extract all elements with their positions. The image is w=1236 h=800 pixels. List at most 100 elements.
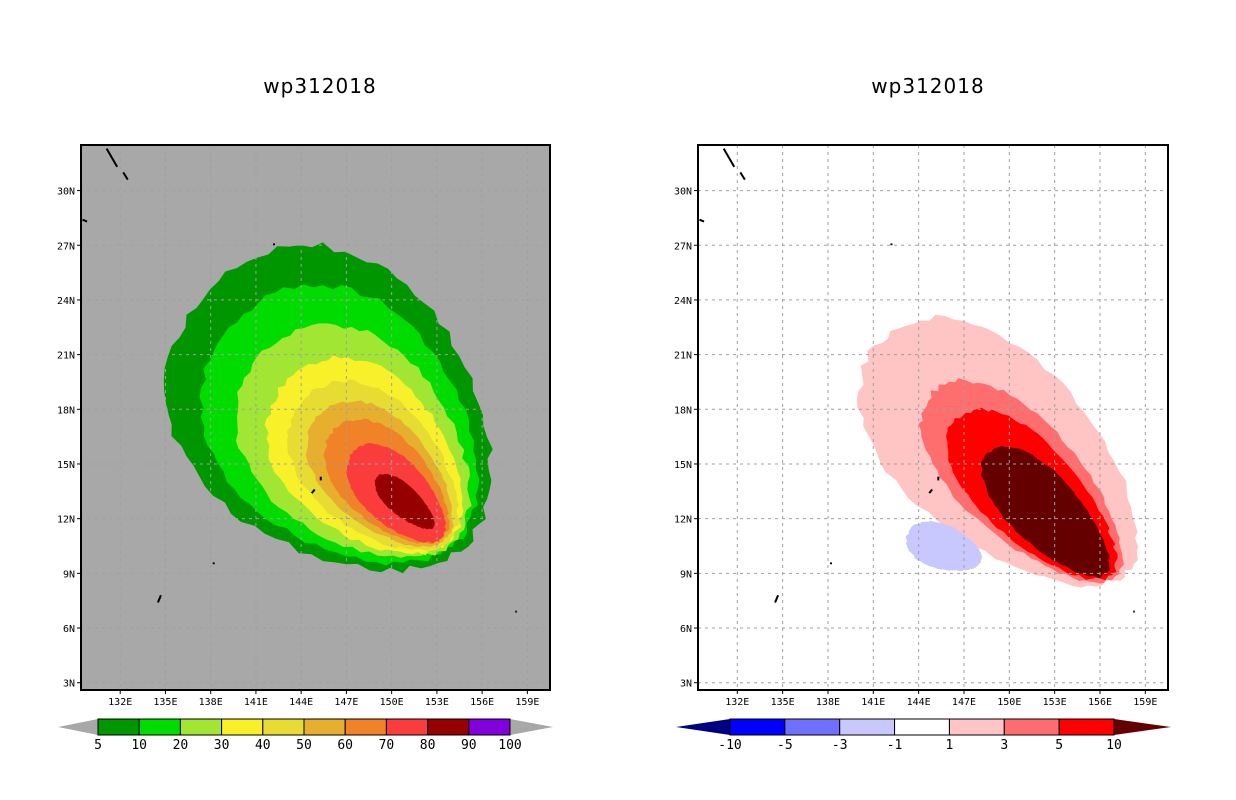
island-outline (722, 148, 736, 168)
island-outline (310, 488, 316, 494)
x-tick-label: 138E (199, 697, 223, 708)
y-tick-label: 30N (674, 187, 692, 198)
colorbar-swatch (427, 718, 470, 736)
x-tick-label: 153E (425, 697, 449, 708)
colorbar-over-arrow (510, 719, 553, 735)
x-tick-label: 156E (1088, 697, 1112, 708)
y-tick-label: 6N (680, 624, 692, 635)
right-map-panel: 132E 135E 138E 141E 144E 147E 150E 153E 156E 159E… (674, 144, 1169, 708)
colorbar-label: 20 (173, 738, 189, 753)
y-tick-label: 3N (63, 679, 75, 690)
y-tick-label: 9N (680, 569, 692, 580)
left-storm-id: wp312018 (263, 74, 377, 98)
y-tick-label: 12N (57, 515, 75, 526)
colorbar-label: 30 (214, 738, 230, 753)
colorbar-label: 100 (498, 738, 521, 753)
colorbar-swatch (221, 718, 264, 736)
x-tick-label: 150E (997, 697, 1021, 708)
colorbar-label: -3 (832, 738, 848, 753)
colorbar-under-arrow (58, 719, 98, 735)
x-tick-label: 147E (952, 697, 976, 708)
x-tick-label: 135E (153, 697, 177, 708)
island-outline (105, 148, 119, 168)
left-map-panel: 132E 135E 138E 141E 144E 147E 150E 153E 156E 159E… (57, 144, 551, 708)
island-outline (739, 171, 746, 181)
colorbar-swatch (948, 718, 1005, 736)
y-tick-label: 30N (57, 187, 75, 198)
contour-level-10 (981, 445, 1110, 579)
island-outline (82, 218, 88, 223)
y-tick-label: 21N (674, 351, 692, 362)
colorbar-swatch (138, 718, 181, 736)
colorbar-label: 3 (1000, 738, 1008, 753)
colorbar-label: 10 (1106, 738, 1122, 753)
x-tick-label: 150E (380, 697, 404, 708)
colorbar-swatch (385, 718, 429, 736)
y-tick-label: 9N (63, 569, 75, 580)
colorbar-swatch (784, 718, 841, 736)
y-tick-label: 27N (674, 241, 692, 252)
x-tick-label: 156E (470, 697, 494, 708)
x-tick-label: 135E (771, 697, 795, 708)
colorbar-swatch (344, 718, 387, 736)
colorbar-swatch (468, 718, 511, 736)
colorbar-swatch (262, 718, 305, 736)
contour-layer (163, 242, 493, 574)
colorbar-label: 50 (296, 738, 312, 753)
island-outline (699, 218, 705, 223)
x-tick-label: 144E (907, 697, 931, 708)
x-tick-label: 141E (244, 697, 268, 708)
y-tick-label: 27N (57, 241, 75, 252)
contour-level--3 (905, 520, 983, 572)
colorbar-swatch (303, 718, 346, 736)
contour-level-80 (374, 473, 435, 530)
x-tick-label: 138E (816, 697, 840, 708)
colorbar-label: 40 (255, 738, 271, 753)
colorbar-label: 70 (379, 738, 395, 753)
colorbar-swatch (1003, 718, 1060, 736)
colorbar-label: -10 (718, 738, 741, 753)
colorbar-swatch (729, 718, 786, 736)
right-colorbar: -10 -5 -3 -1 1 3 5 10 (676, 718, 1171, 753)
island-outline (774, 594, 780, 603)
x-tick-label: 153E (1043, 697, 1067, 708)
y-tick-label: 18N (57, 405, 75, 416)
y-tick-label: 21N (57, 351, 75, 362)
map-frame (697, 144, 1169, 691)
colorbar-swatch (894, 718, 950, 736)
x-tick-label: 132E (725, 697, 749, 708)
colorbar-label: 60 (337, 738, 353, 753)
coastlines (699, 148, 1135, 613)
colorbar-label: 5 (1055, 738, 1063, 753)
colorbar-swatch (179, 718, 223, 736)
grid-lines (81, 145, 550, 690)
y-tick-label: 18N (674, 405, 692, 416)
island-outline (122, 171, 129, 181)
x-tick-label: 132E (108, 697, 132, 708)
y-tick-label: 3N (680, 679, 692, 690)
island-outline (928, 488, 934, 494)
map-frame (80, 144, 551, 691)
colorbar-under-arrow (676, 719, 730, 735)
coastlines (82, 148, 517, 613)
colorbar-swatch (97, 718, 140, 736)
x-tick-label: 159E (515, 697, 539, 708)
y-tick-label: 15N (674, 460, 692, 471)
left-colorbar: 5 10 20 30 40 50 60 70 80 90 100 (58, 718, 553, 753)
colorbar-label: 5 (94, 738, 102, 753)
x-tick-label: 147E (334, 697, 358, 708)
x-tick-label: 141E (861, 697, 885, 708)
colorbar-label: 80 (420, 738, 436, 753)
colorbar-label: 10 (131, 738, 147, 753)
grid-lines (698, 145, 1168, 690)
y-tick-label: 12N (674, 515, 692, 526)
y-tick-label: 6N (63, 624, 75, 635)
x-tick-label: 159E (1133, 697, 1157, 708)
colorbar-label: -5 (777, 738, 793, 753)
colorbar-label: -1 (887, 738, 903, 753)
island-outline (156, 594, 162, 603)
colorbar-swatch (1058, 718, 1115, 736)
y-tick-label: 15N (57, 460, 75, 471)
contour-layer (857, 314, 1138, 588)
